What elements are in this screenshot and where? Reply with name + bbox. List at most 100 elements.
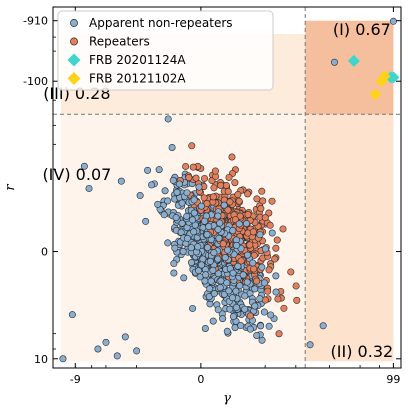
non-repeater-point bbox=[221, 254, 229, 262]
axes-frame bbox=[52, 6, 402, 369]
non-repeater-point bbox=[261, 245, 269, 253]
repeater-point bbox=[275, 330, 283, 338]
repeater-point bbox=[265, 266, 273, 274]
repeater-point bbox=[235, 197, 243, 205]
non-repeater-point bbox=[256, 295, 264, 303]
non-repeater-point bbox=[180, 274, 188, 282]
non-repeater-point bbox=[121, 333, 129, 341]
non-repeater-point bbox=[306, 341, 314, 349]
y-tick-label: -910 bbox=[23, 15, 48, 28]
repeater-point bbox=[271, 255, 279, 263]
non-repeater-point bbox=[257, 322, 265, 330]
non-repeater-point bbox=[195, 267, 203, 275]
non-repeater-point bbox=[183, 234, 191, 242]
repeater-point bbox=[200, 194, 208, 202]
non-repeater-point bbox=[214, 225, 222, 233]
legend-box bbox=[57, 10, 274, 91]
non-repeater-point bbox=[144, 166, 152, 174]
non-repeater-point bbox=[272, 272, 280, 280]
non-repeater-point bbox=[246, 325, 254, 333]
non-repeater-point bbox=[136, 192, 144, 200]
region-label-II: (II) 0.32 bbox=[331, 342, 394, 361]
data-points bbox=[59, 17, 400, 363]
non-repeater-point bbox=[272, 288, 280, 296]
region-I bbox=[305, 20, 394, 115]
repeater-point bbox=[257, 205, 265, 213]
repeater-point bbox=[188, 142, 196, 150]
x-tick-label: 99 bbox=[386, 373, 400, 386]
y-tick-label: 10 bbox=[34, 353, 48, 366]
axes: -9 0 99 -910 -100 0 10 γ r bbox=[3, 6, 402, 406]
non-repeater-point bbox=[164, 115, 172, 123]
non-repeater-point bbox=[224, 246, 232, 254]
non-repeater-point bbox=[188, 259, 196, 267]
non-repeater-point bbox=[178, 199, 186, 207]
repeater-point bbox=[265, 209, 273, 217]
non-repeater-point bbox=[205, 223, 213, 231]
non-repeater-point bbox=[268, 229, 276, 237]
non-repeater-point bbox=[173, 188, 181, 196]
repeater-point bbox=[266, 221, 274, 229]
non-repeater-point bbox=[217, 277, 225, 285]
non-repeater-point bbox=[189, 216, 197, 224]
non-repeater-point bbox=[169, 176, 177, 184]
frb-20201124a-point bbox=[387, 71, 400, 84]
non-repeater-point bbox=[177, 228, 185, 236]
non-repeater-point bbox=[204, 244, 212, 252]
non-repeater-point bbox=[133, 347, 141, 355]
non-repeater-point bbox=[225, 287, 233, 295]
repeater-point bbox=[279, 225, 287, 233]
repeater-point bbox=[209, 193, 217, 201]
non-repeater-point bbox=[197, 202, 205, 210]
non-repeater-point bbox=[220, 201, 228, 209]
non-repeater-point bbox=[201, 217, 209, 225]
non-repeater-point bbox=[232, 287, 240, 295]
non-repeater-point bbox=[233, 241, 241, 249]
non-repeater-point bbox=[223, 327, 231, 335]
non-repeater-point bbox=[206, 285, 214, 293]
non-repeater-point bbox=[389, 17, 397, 25]
legend-label: FRB 20121102A bbox=[89, 72, 186, 86]
non-repeater-point bbox=[113, 352, 121, 360]
non-repeater-point bbox=[205, 293, 213, 301]
non-repeater-point bbox=[210, 249, 218, 257]
y-tick-label: -100 bbox=[23, 75, 48, 88]
non-repeater-point bbox=[168, 144, 176, 152]
non-repeater-point bbox=[229, 269, 237, 277]
repeater-point bbox=[244, 190, 252, 198]
non-repeater-point bbox=[210, 290, 218, 298]
non-repeater-point bbox=[244, 251, 252, 259]
y-tick-label: 0 bbox=[41, 246, 48, 259]
non-repeater-point bbox=[209, 266, 217, 274]
region-label-I: (I) 0.67 bbox=[333, 20, 391, 39]
non-repeater-point bbox=[164, 239, 172, 247]
repeater-point bbox=[246, 241, 254, 249]
non-repeater-point bbox=[232, 303, 240, 311]
repeater-point bbox=[237, 257, 245, 265]
repeater-point bbox=[224, 206, 232, 214]
non-repeater-point bbox=[267, 311, 275, 319]
repeater-point bbox=[219, 240, 227, 248]
non-repeater-point bbox=[189, 304, 197, 312]
repeater-point bbox=[201, 174, 209, 182]
non-repeater-point bbox=[195, 183, 203, 191]
non-repeater-point bbox=[223, 279, 231, 287]
non-repeater-point bbox=[216, 219, 224, 227]
non-repeater-point bbox=[237, 322, 245, 330]
region-label-IV: (IV) 0.07 bbox=[42, 165, 111, 184]
legend-marker bbox=[67, 53, 81, 67]
non-repeater-point bbox=[229, 313, 237, 321]
non-repeater-point bbox=[229, 294, 237, 302]
repeater-point bbox=[189, 163, 197, 171]
non-repeater-point bbox=[85, 184, 93, 192]
non-repeater-point bbox=[229, 227, 237, 235]
non-repeater-point bbox=[198, 261, 206, 269]
non-repeater-point bbox=[160, 211, 168, 219]
repeater-point bbox=[273, 236, 281, 244]
non-repeater-point bbox=[260, 308, 268, 316]
repeater-point bbox=[225, 173, 233, 181]
frb-20201124a-point bbox=[347, 54, 360, 67]
non-repeater-point bbox=[68, 311, 76, 319]
repeater-point bbox=[293, 296, 301, 304]
